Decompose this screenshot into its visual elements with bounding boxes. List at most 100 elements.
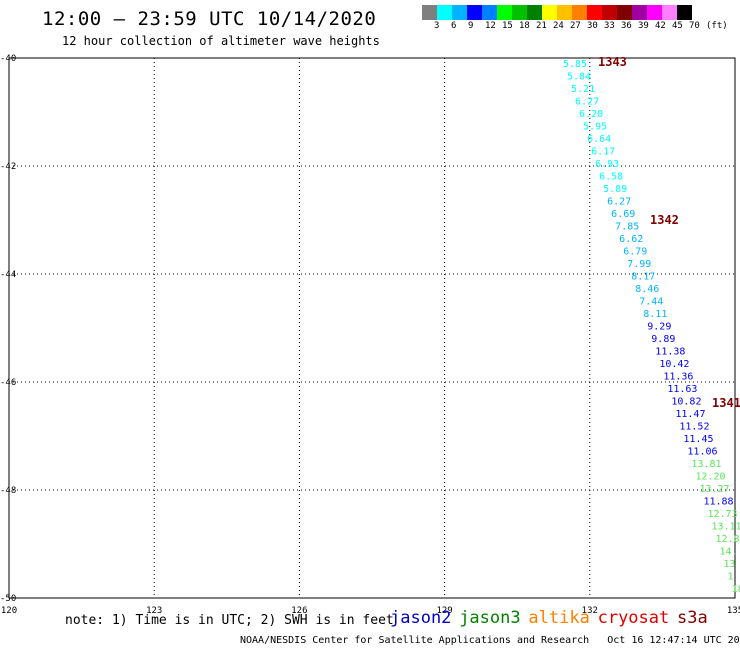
wave-height-value: 8.46: [635, 284, 659, 295]
wave-height-value: 11.88: [703, 497, 733, 508]
wave-height-value: 11.47: [675, 409, 705, 420]
lat-tick-label: -48: [0, 486, 16, 496]
lat-tick-label: -44: [0, 270, 16, 280]
lon-tick-label: 123: [146, 606, 162, 616]
color-swatch: [572, 5, 587, 20]
satellite-legend-item: altika: [528, 608, 590, 628]
color-swatch: [542, 5, 557, 20]
color-scale-label: 30: [587, 21, 598, 31]
color-scale-label: 36: [621, 21, 632, 31]
wave-height-value: 7.85: [615, 222, 639, 233]
lat-tick-label: -40: [0, 54, 16, 64]
wave-height-value: 6.69: [611, 209, 635, 220]
lon-tick-label: 135: [727, 606, 740, 616]
color-swatch: [497, 5, 512, 20]
color-scale-label: 9: [468, 21, 474, 31]
color-swatch: [587, 5, 602, 20]
wave-height-value: 8.17: [631, 272, 655, 283]
wave-height-value: 13: [724, 559, 736, 570]
wave-height-value: 11.06: [687, 447, 717, 458]
wave-height-value: 6.58: [599, 172, 623, 183]
note-text: note: 1) Time is in UTC; 2) SWH is in fe…: [65, 613, 394, 628]
lat-tick-label: -46: [0, 378, 16, 388]
wave-height-color-scale: [422, 5, 692, 20]
color-scale-label: 33: [604, 21, 615, 31]
color-swatch: [602, 5, 617, 20]
color-scale-label: 15: [502, 21, 513, 31]
wave-height-value: 5.85: [563, 59, 587, 70]
color-scale-label: 6: [451, 21, 457, 31]
color-scale-labels: 3 6 9 12 15 18 21 24 27 30 33 36 39 42 45 70 (ft): [422, 21, 740, 33]
wave-height-value: 18: [732, 584, 740, 595]
lon-tick-label: 129: [436, 606, 452, 616]
wave-height-value: 8.11: [643, 309, 667, 320]
map-frame: [8, 57, 736, 599]
pass-label: 1342: [650, 213, 679, 227]
color-swatch: [632, 5, 647, 20]
satellite-legend-item: jason2: [390, 608, 452, 628]
footer-credit: NOAA/NESDIS Center for Satellite Applica…: [240, 635, 740, 646]
wave-height-value: 5.95: [583, 122, 607, 133]
wave-height-value: 6.27: [575, 97, 599, 108]
color-swatch: [482, 5, 497, 20]
wave-height-value: 5.89: [603, 184, 627, 195]
color-swatch: [677, 5, 692, 20]
wave-height-value: 12.8: [716, 534, 740, 545]
color-swatch: [662, 5, 677, 20]
color-swatch: [617, 5, 632, 20]
color-scale-label: 3: [434, 21, 440, 31]
color-scale-label: 24: [553, 21, 564, 31]
pass-label: 1343: [598, 55, 627, 69]
wave-height-value: 6.27: [607, 197, 631, 208]
map-title: 12:00 – 23:59 UTC 10/14/2020: [42, 8, 377, 30]
wave-height-value: 1: [728, 572, 734, 583]
color-swatch: [422, 5, 437, 20]
wave-height-value: 12.20: [695, 472, 725, 483]
color-scale-label: 70: [689, 21, 700, 31]
wave-height-value: 11.45: [683, 434, 713, 445]
wave-height-value: 5.21: [571, 84, 595, 95]
wave-height-value: 13.11: [711, 522, 740, 533]
lat-tick-label: -50: [0, 594, 16, 604]
lon-tick-label: 126: [291, 606, 307, 616]
satellite-legend-item: s3a: [677, 608, 708, 628]
wave-height-value: 11.36: [663, 372, 693, 383]
wave-height-value: 13.27: [699, 484, 729, 495]
color-swatch: [467, 5, 482, 20]
wave-height-value: 6.20: [579, 109, 603, 120]
color-scale-label: 18: [519, 21, 530, 31]
wave-height-value: 9.89: [651, 334, 675, 345]
wave-height-value: 7.99: [627, 259, 651, 270]
pass-label: 1341: [712, 396, 740, 410]
color-swatch: [647, 5, 662, 20]
color-scale-label: 45: [672, 21, 683, 31]
color-swatch: [557, 5, 572, 20]
wave-height-value: 7.44: [639, 297, 663, 308]
color-scale-label: 42: [655, 21, 666, 31]
satellite-legend-item: jason3: [459, 608, 521, 628]
color-scale-label: 27: [570, 21, 581, 31]
wave-height-value: 6.17: [591, 147, 615, 158]
lat-tick-label: -42: [0, 162, 16, 172]
wave-height-value: 6.64: [587, 134, 611, 145]
wave-height-value: 9.29: [647, 322, 671, 333]
wave-height-value: 5.84: [567, 72, 591, 83]
color-swatch: [512, 5, 527, 20]
map-subtitle: 12 hour collection of altimeter wave hei…: [62, 34, 380, 48]
wave-height-value: 6.93: [595, 159, 619, 170]
wave-height-value: 6.79: [623, 247, 647, 258]
satellite-legend-item: cryosat: [597, 608, 670, 628]
color-swatch: [437, 5, 452, 20]
lon-tick-label: 120: [1, 606, 17, 616]
wave-height-value: 6.62: [619, 234, 643, 245]
color-scale-label: 21: [536, 21, 547, 31]
color-scale-label: 39: [638, 21, 649, 31]
wave-height-value: 14.: [720, 547, 738, 558]
wave-height-value: 11.52: [679, 422, 709, 433]
color-scale-label: 12: [485, 21, 496, 31]
color-scale-label: (ft): [706, 21, 728, 31]
color-swatch: [452, 5, 467, 20]
wave-height-value: 11.63: [667, 384, 697, 395]
wave-height-value: 10.42: [659, 359, 689, 370]
